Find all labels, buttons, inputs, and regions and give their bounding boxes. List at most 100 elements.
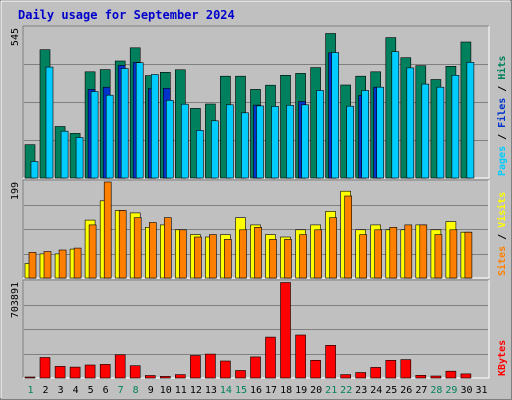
day-label-16: 16 bbox=[250, 385, 262, 396]
day-label-28: 28 bbox=[430, 385, 442, 396]
bar-sites-day-4 bbox=[73, 247, 82, 279]
day-label-9: 9 bbox=[148, 385, 154, 396]
panel-hits-files-pages: 545 Pages / Files / Hits bbox=[10, 25, 508, 179]
bar-pages-day-25 bbox=[391, 51, 400, 179]
side-legend-sites: Sites bbox=[496, 246, 508, 276]
bar-pages-day-16 bbox=[256, 105, 264, 179]
panel-kbytes: 703891 KBytes bbox=[10, 279, 508, 379]
bar-pages-day-23 bbox=[361, 90, 370, 179]
bar-sites-day-21 bbox=[329, 217, 337, 279]
bar-sites-day-12 bbox=[194, 236, 202, 279]
bar-sites-day-19 bbox=[299, 234, 307, 279]
panel-max-label: 545 bbox=[10, 28, 21, 46]
bar-kbytes-day-20 bbox=[310, 359, 321, 379]
bar-pages-day-12 bbox=[196, 130, 204, 179]
bar-kbytes-day-27 bbox=[415, 374, 427, 379]
day-label-20: 20 bbox=[310, 385, 322, 396]
bar-kbytes-day-18 bbox=[280, 282, 291, 379]
bar-sites-day-20 bbox=[314, 229, 322, 279]
side-legend-text: KBytes bbox=[497, 340, 508, 376]
bar-sites-day-5 bbox=[88, 224, 97, 279]
day-label-3: 3 bbox=[58, 385, 64, 396]
bar-pages-day-9 bbox=[151, 74, 159, 179]
day-label-18: 18 bbox=[280, 385, 292, 396]
bar-sites-day-13 bbox=[209, 234, 217, 279]
bar-sites-day-23 bbox=[359, 234, 368, 279]
bar-pages-day-30 bbox=[466, 62, 475, 179]
bar-pages-day-13 bbox=[211, 120, 219, 179]
day-label-29: 29 bbox=[445, 385, 457, 396]
panel-side-legend: KBytes bbox=[497, 340, 508, 376]
x-axis-day-labels: 1 2 3 4 5 6 7 8 9 10 11 12 13 14 15 16 17 18 19 20 21 22 23 24 2… bbox=[27, 385, 487, 396]
day-label-22: 22 bbox=[340, 385, 352, 396]
day-label-5: 5 bbox=[88, 385, 94, 396]
bar-kbytes-day-17 bbox=[265, 336, 276, 379]
bar-kbytes-day-11 bbox=[175, 374, 186, 379]
bar-kbytes-day-29 bbox=[445, 370, 457, 379]
bar-sites-day-11 bbox=[179, 229, 187, 279]
bar-kbytes-day-22 bbox=[340, 374, 352, 379]
side-legend-visits: Visits bbox=[496, 192, 508, 228]
bar-pages-day-10 bbox=[166, 100, 174, 179]
bar-sites-day-6 bbox=[103, 181, 112, 279]
side-legend-text: Pages / Files / Hits bbox=[496, 56, 508, 176]
bar-pages-day-11 bbox=[181, 103, 189, 179]
side-legend-kbytes: KBytes bbox=[497, 340, 508, 376]
bar-kbytes-day-8 bbox=[129, 365, 141, 379]
bar-sites-day-24 bbox=[374, 229, 383, 279]
day-label-4: 4 bbox=[73, 385, 79, 396]
bar-sites-day-16 bbox=[254, 227, 262, 279]
day-label-25: 25 bbox=[385, 385, 397, 396]
day-label-6: 6 bbox=[103, 385, 109, 396]
bar-pages-day-4 bbox=[75, 137, 84, 179]
bar-sites-day-3 bbox=[58, 249, 67, 279]
day-label-15: 15 bbox=[235, 385, 247, 396]
chart-panels: 545 Pages / Files / Hits 199 Sites / Visits… bbox=[10, 25, 508, 379]
bar-kbytes-day-12 bbox=[190, 355, 201, 379]
bar-sites-day-18 bbox=[284, 239, 292, 279]
bar-pages-day-15 bbox=[241, 112, 249, 179]
bar-pages-day-14 bbox=[226, 104, 234, 179]
side-legend-pages: Pages bbox=[497, 146, 508, 176]
bar-kbytes-day-2 bbox=[39, 357, 51, 379]
bar-sites-day-7 bbox=[118, 210, 127, 279]
bar-pages-day-27 bbox=[421, 83, 430, 179]
bar-kbytes-day-26 bbox=[400, 359, 412, 379]
bar-kbytes-day-30 bbox=[460, 373, 472, 379]
bar-kbytes-day-16 bbox=[250, 356, 261, 379]
bar-pages-day-5 bbox=[90, 91, 99, 179]
bar-pages-day-24 bbox=[376, 86, 385, 179]
side-legend-files: Files bbox=[496, 98, 508, 128]
panel-side-legend: Sites / Visits bbox=[496, 192, 508, 276]
bar-kbytes-day-5 bbox=[84, 364, 96, 379]
bar-kbytes-day-25 bbox=[385, 359, 397, 379]
bar-pages-day-8 bbox=[135, 62, 144, 179]
bar-sites-day-17 bbox=[269, 239, 277, 279]
bar-sites-day-30 bbox=[464, 231, 473, 279]
bar-pages-day-19 bbox=[301, 104, 309, 179]
bar-kbytes-day-4 bbox=[69, 366, 81, 379]
bar-sites-day-28 bbox=[434, 234, 443, 279]
bar-pages-day-29 bbox=[451, 75, 460, 179]
day-label-7: 7 bbox=[118, 385, 124, 396]
bar-sites-day-26 bbox=[404, 224, 413, 279]
day-label-31: 31 bbox=[475, 385, 487, 396]
bar-sites-day-8 bbox=[133, 217, 142, 279]
bar-kbytes-day-19 bbox=[295, 334, 306, 379]
day-label-11: 11 bbox=[175, 385, 187, 396]
bar-kbytes-day-3 bbox=[54, 366, 66, 379]
day-label-13: 13 bbox=[205, 385, 217, 396]
bar-pages-day-6 bbox=[105, 94, 114, 179]
bar-sites-day-10 bbox=[164, 217, 172, 279]
bar-pages-day-26 bbox=[406, 67, 415, 179]
bar-kbytes-day-9 bbox=[145, 375, 156, 379]
panel-max-label: 703891 bbox=[10, 282, 21, 318]
bar-pages-day-28 bbox=[436, 86, 445, 179]
bar-kbytes-day-14 bbox=[220, 360, 231, 379]
bar-sites-day-9 bbox=[149, 222, 157, 279]
side-legend-hits: Hits bbox=[496, 56, 508, 80]
bar-kbytes-day-13 bbox=[205, 353, 216, 379]
bar-pages-day-22 bbox=[346, 105, 355, 179]
side-legend-separator: / bbox=[497, 80, 508, 98]
